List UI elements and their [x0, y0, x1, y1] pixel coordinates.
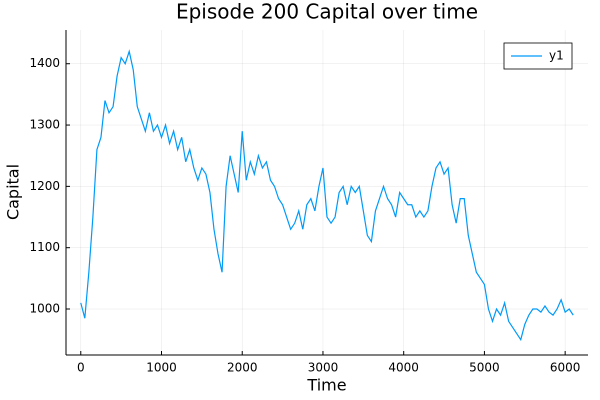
x-tick-label: 4000: [388, 361, 419, 375]
legend-label: y1: [549, 49, 564, 63]
x-tick-label: 6000: [550, 361, 581, 375]
x-tick-label: 3000: [308, 361, 339, 375]
line-series: [80, 49, 574, 342]
x-tick-label: 2000: [227, 361, 258, 375]
y-tick-label: 1400: [29, 56, 60, 70]
y-tick-label: 1100: [29, 240, 60, 254]
y-axis-label: Capital: [4, 164, 23, 220]
y-tick-label: 1000: [29, 302, 60, 316]
x-axis-label: Time: [306, 376, 346, 395]
chart-title: Episode 200 Capital over time: [176, 0, 478, 24]
x-tick-label: 1000: [146, 361, 177, 375]
x-tick-label: 5000: [469, 361, 500, 375]
y-tick-label: 1300: [29, 118, 60, 132]
x-tick-label: 0: [77, 361, 85, 375]
y-tick-label: 1200: [29, 179, 60, 193]
